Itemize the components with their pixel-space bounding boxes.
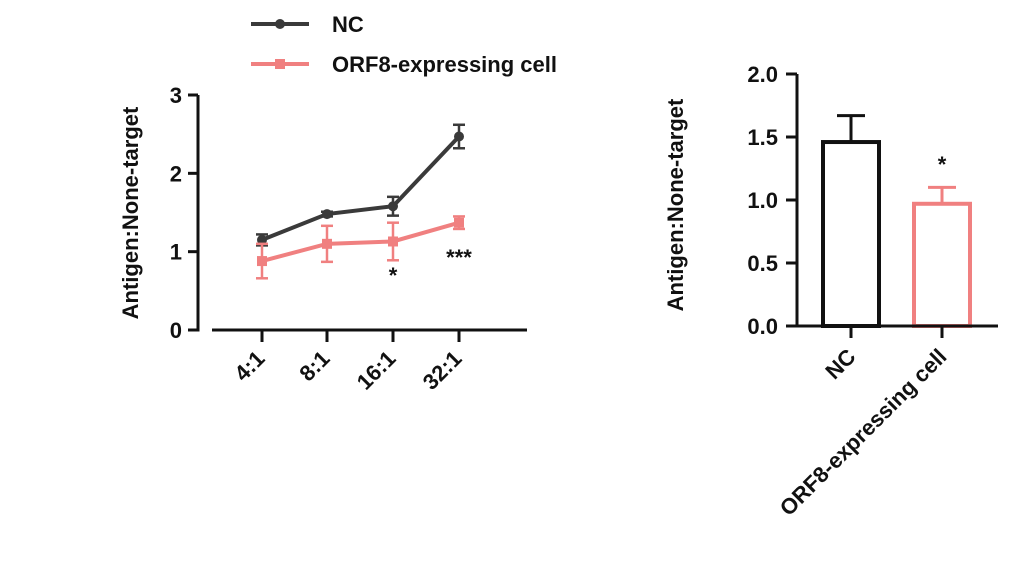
y-tick-label: 1.5 bbox=[747, 125, 778, 150]
data-point bbox=[454, 131, 464, 142]
bar-chart: Antigen:None-target 0.0 0.5 1.0 1.5 2.0 NCORF8… bbox=[663, 62, 998, 521]
y-tick-label: 1.0 bbox=[747, 188, 778, 213]
x-tick-label: 32:1 bbox=[418, 346, 467, 395]
x-tick-label: 8:1 bbox=[294, 346, 334, 386]
y-tick-label: 2.0 bbox=[747, 62, 778, 87]
significance-label: * bbox=[938, 152, 947, 177]
data-point bbox=[388, 201, 398, 212]
significance-label: * bbox=[389, 263, 398, 288]
data-point bbox=[257, 234, 267, 245]
y-tick-label: 2 bbox=[170, 161, 182, 186]
legend-marker bbox=[275, 59, 285, 69]
data-point bbox=[454, 217, 464, 228]
data-point bbox=[322, 238, 332, 249]
x-tick-label: 4:1 bbox=[229, 346, 269, 386]
y-tick-label: 3 bbox=[170, 83, 182, 108]
y-axis-title: Antigen:None-target bbox=[118, 106, 143, 319]
x-tick-label: NC bbox=[820, 344, 860, 384]
legend-label: ORF8-expressing cell bbox=[332, 52, 557, 77]
y-axis-title: Antigen:None-target bbox=[663, 98, 688, 311]
y-tick-label: 1 bbox=[170, 240, 182, 265]
data-point bbox=[388, 236, 398, 247]
series-line-1 bbox=[261, 135, 461, 242]
series-line-2 bbox=[261, 220, 460, 263]
y-tick-label: 0.0 bbox=[747, 314, 778, 339]
data-point bbox=[322, 209, 332, 220]
x-tick-label: ORF8-expressing cell bbox=[775, 344, 952, 521]
bar bbox=[821, 140, 881, 328]
y-tick-label: 0.5 bbox=[747, 251, 778, 276]
bar bbox=[912, 201, 972, 328]
legend-marker bbox=[275, 19, 285, 29]
data-point bbox=[257, 256, 267, 267]
y-tick-label: 0 bbox=[170, 318, 182, 343]
x-tick-label: 16:1 bbox=[352, 346, 401, 395]
significance-label: *** bbox=[446, 245, 472, 270]
legend-label: NC bbox=[332, 12, 364, 37]
